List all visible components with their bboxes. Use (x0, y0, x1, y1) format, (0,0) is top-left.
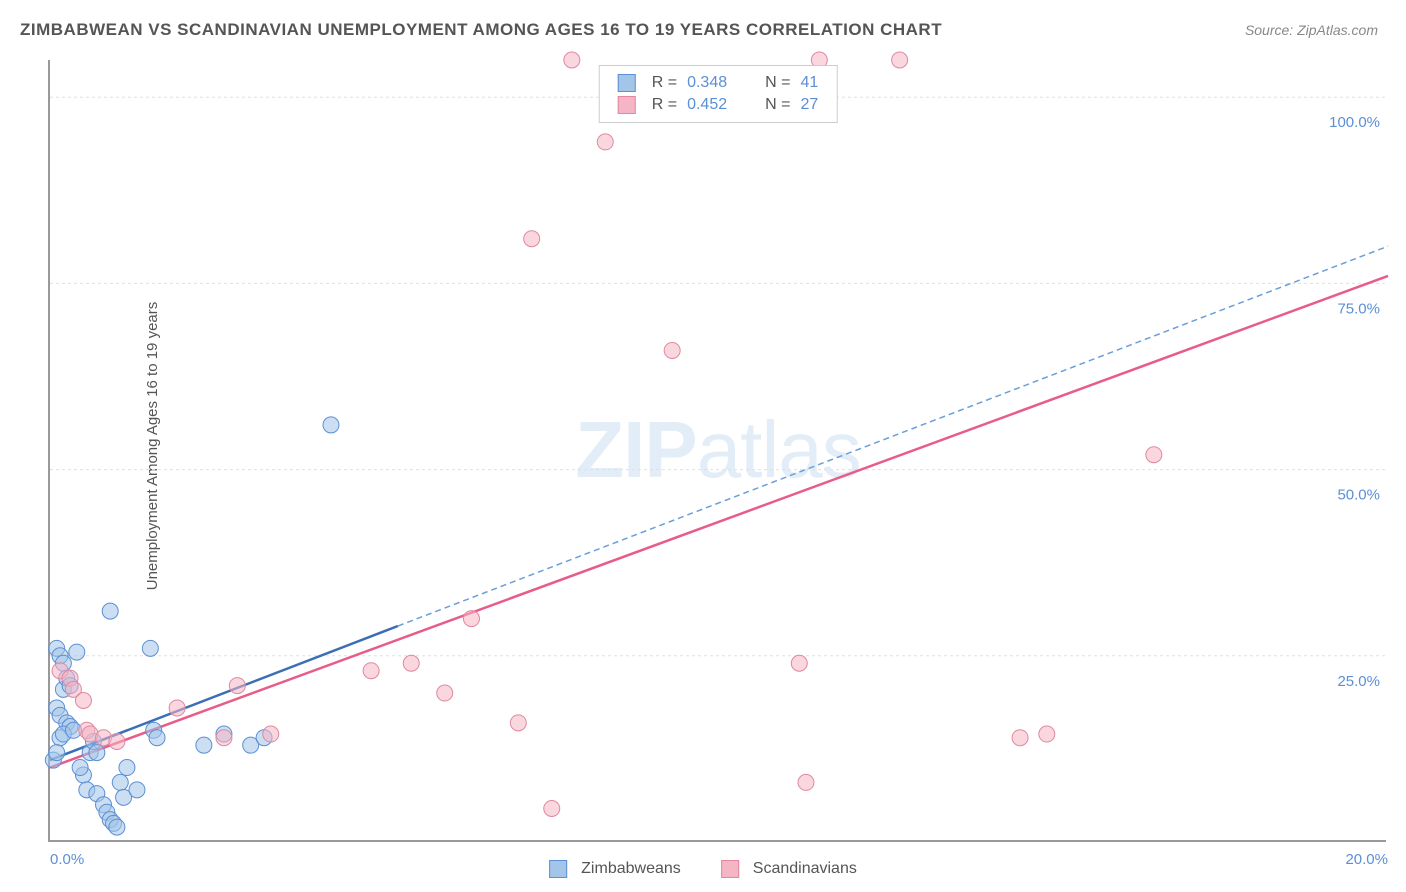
data-point-scandinavians (229, 678, 245, 694)
data-point-zimbabweans (49, 745, 65, 761)
data-point-scandinavians (524, 231, 540, 247)
y-tick-label: 50.0% (1337, 487, 1380, 504)
data-point-scandinavians (791, 655, 807, 671)
legend-item-scandinavians: Scandinavians (721, 860, 857, 878)
data-point-scandinavians (169, 700, 185, 716)
data-point-scandinavians (1039, 726, 1055, 742)
data-point-zimbabweans (323, 417, 339, 433)
bottom-legend: Zimbabweans Scandinavians (549, 860, 857, 878)
legend-label: Scandinavians (753, 860, 857, 878)
data-point-zimbabweans (112, 774, 128, 790)
stat-label-r: R = (652, 96, 677, 114)
data-point-zimbabweans (89, 745, 105, 761)
data-point-zimbabweans (196, 737, 212, 753)
data-point-scandinavians (664, 342, 680, 358)
legend-swatch-pink-icon (721, 860, 739, 878)
legend-swatch-blue-icon (549, 860, 567, 878)
plot-svg: 25.0%50.0%75.0%100.0%0.0%20.0% (50, 60, 1386, 840)
chart-title: ZIMBABWEAN VS SCANDINAVIAN UNEMPLOYMENT … (20, 20, 942, 40)
data-point-scandinavians (463, 611, 479, 627)
data-point-zimbabweans (72, 760, 88, 776)
data-point-scandinavians (263, 726, 279, 742)
data-point-scandinavians (597, 134, 613, 150)
data-point-zimbabweans (69, 644, 85, 660)
stat-label-n: N = (765, 96, 790, 114)
x-tick-label: 0.0% (50, 851, 84, 868)
stat-n-pink: 27 (800, 96, 818, 114)
data-point-zimbabweans (102, 603, 118, 619)
y-tick-label: 25.0% (1337, 673, 1380, 690)
data-point-scandinavians (510, 715, 526, 731)
trend-line-blue-dash (398, 246, 1388, 626)
stats-row-blue: R = 0.348 N = 41 (618, 72, 819, 94)
swatch-pink-icon (618, 96, 636, 114)
stats-row-pink: R = 0.452 N = 27 (618, 94, 819, 116)
data-point-scandinavians (75, 692, 91, 708)
trend-line-pink (50, 276, 1388, 768)
data-point-zimbabweans (119, 760, 135, 776)
data-point-scandinavians (403, 655, 419, 671)
data-point-scandinavians (109, 733, 125, 749)
data-point-scandinavians (216, 730, 232, 746)
source-attribution: Source: ZipAtlas.com (1245, 22, 1378, 38)
legend-item-zimbabweans: Zimbabweans (549, 860, 681, 878)
data-point-scandinavians (1012, 730, 1028, 746)
data-point-scandinavians (798, 774, 814, 790)
data-point-zimbabweans (149, 730, 165, 746)
data-point-scandinavians (564, 52, 580, 68)
y-tick-label: 100.0% (1329, 114, 1380, 131)
stat-r-pink: 0.452 (687, 96, 727, 114)
data-point-scandinavians (437, 685, 453, 701)
plot-area: ZIPatlas 25.0%50.0%75.0%100.0%0.0%20.0% … (48, 60, 1386, 842)
data-point-scandinavians (1146, 447, 1162, 463)
stat-n-blue: 41 (800, 74, 818, 92)
data-point-scandinavians (544, 800, 560, 816)
x-tick-label: 20.0% (1345, 851, 1388, 868)
chart-container: ZIMBABWEAN VS SCANDINAVIAN UNEMPLOYMENT … (0, 0, 1406, 892)
data-point-zimbabweans (109, 819, 125, 835)
swatch-blue-icon (618, 74, 636, 92)
stat-label-n: N = (765, 74, 790, 92)
stats-box: R = 0.348 N = 41 R = 0.452 N = 27 (599, 65, 838, 123)
legend-label: Zimbabweans (581, 860, 681, 878)
y-tick-label: 75.0% (1337, 300, 1380, 317)
data-point-zimbabweans (142, 640, 158, 656)
stat-r-blue: 0.348 (687, 74, 727, 92)
data-point-scandinavians (363, 663, 379, 679)
data-point-scandinavians (892, 52, 908, 68)
data-point-zimbabweans (129, 782, 145, 798)
stat-label-r: R = (652, 74, 677, 92)
